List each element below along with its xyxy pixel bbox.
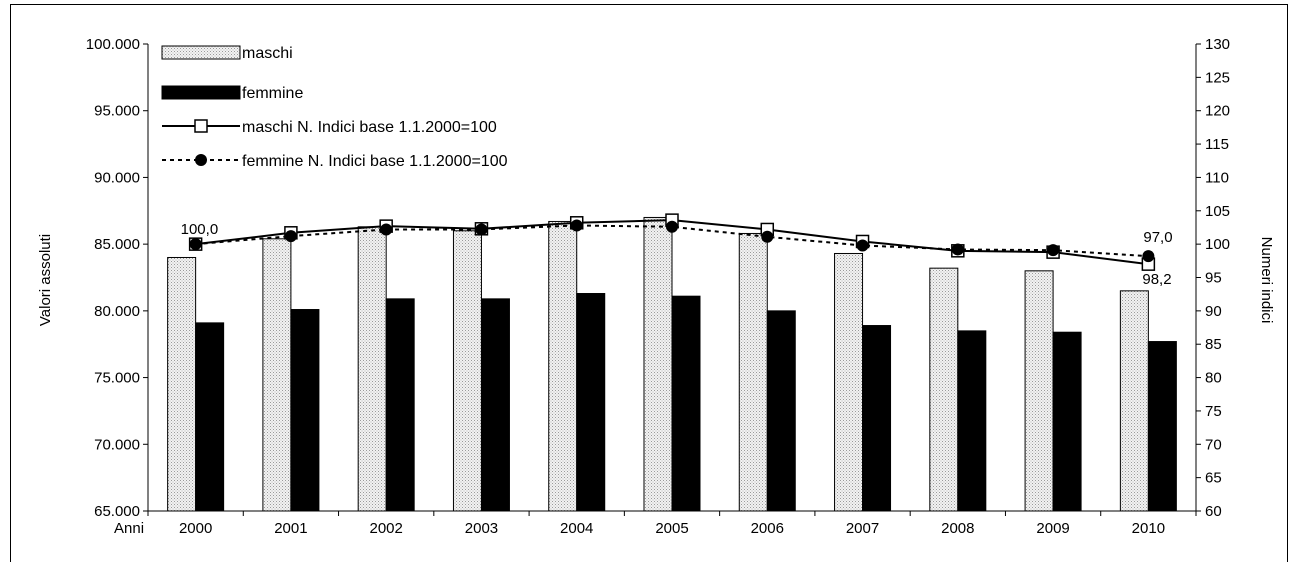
bar-maschi: [834, 252, 864, 512]
bar-femmine: [290, 309, 320, 512]
bar-maschi: [738, 232, 768, 512]
right-tick-label: 110: [1205, 169, 1229, 186]
point-femmine-indici: [856, 239, 869, 252]
bar-maschi: [167, 256, 197, 512]
right-tick-label: 100: [1205, 236, 1230, 253]
legend-swatch-femmine: [161, 85, 241, 100]
right-tick-label: 60: [1205, 503, 1222, 520]
y-axis-left-title: Valori assoluti: [37, 234, 54, 326]
point-femmine-indici: [189, 238, 202, 251]
right-tick-label: 80: [1205, 370, 1222, 387]
bar-maschi: [548, 220, 578, 512]
left-tick-label: 90.000: [94, 169, 140, 186]
chart-frame: [10, 4, 1288, 562]
bar-femmine: [862, 325, 892, 512]
bar-maschi: [262, 238, 292, 512]
legend-label-maschi: maschi: [242, 45, 293, 62]
bar-maschi: [929, 267, 959, 512]
x-tick-label: 2000: [179, 520, 212, 537]
point-femmine-indici: [1142, 250, 1155, 263]
left-tick-label: 80.000: [94, 303, 140, 320]
left-tick-label: 70.000: [94, 436, 140, 453]
bar-femmine: [1147, 341, 1177, 512]
point-femmine-indici: [1047, 244, 1060, 257]
right-tick-label: 65: [1205, 470, 1222, 487]
x-tick-label: 2005: [655, 520, 688, 537]
x-tick-label: 2006: [751, 520, 784, 537]
x-tick-label: 2007: [846, 520, 879, 537]
right-tick-label: 115: [1205, 136, 1229, 153]
right-tick-label: 90: [1205, 303, 1222, 320]
right-tick-label: 70: [1205, 436, 1222, 453]
bar-femmine: [671, 295, 701, 512]
legend-marker-femmine: [195, 154, 207, 166]
point-femmine-indici: [761, 230, 774, 243]
right-tick-label: 125: [1205, 69, 1230, 86]
x-tick-label: 2002: [369, 520, 402, 537]
left-tick-label: 95.000: [94, 103, 140, 120]
y-axis-right-title: Numeri indici: [1258, 237, 1275, 324]
right-tick-label: 105: [1205, 203, 1230, 220]
data-label-start: 100,0: [181, 221, 219, 238]
point-femmine-indici: [666, 220, 678, 233]
right-tick-label: 120: [1205, 103, 1230, 120]
data-label-maschi-end: 97,0: [1143, 229, 1172, 246]
bar-maschi: [357, 226, 387, 512]
bar-femmine: [766, 310, 796, 512]
left-tick-label: 85.000: [94, 236, 140, 253]
legend-label-femmine-indici: femmine N. Indici base 1.1.2000=100: [242, 153, 508, 170]
point-femmine-indici: [570, 219, 583, 232]
right-tick-label: 130: [1205, 36, 1230, 53]
bar-femmine: [385, 298, 415, 512]
line-femmine-indici: [195, 224, 1149, 258]
bar-maschi: [1024, 270, 1054, 512]
bar-femmine: [1052, 331, 1082, 512]
x-tick-label: 2009: [1036, 520, 1069, 537]
bar-maschi: [643, 216, 673, 512]
right-tick-label: 75: [1205, 403, 1222, 420]
right-tick-label: 85: [1205, 336, 1222, 353]
point-femmine-indici: [475, 223, 488, 236]
point-femmine-indici: [380, 223, 393, 236]
bar-maschi: [1119, 290, 1149, 512]
x-tick-label: 2010: [1132, 520, 1165, 537]
left-tick-label: 75.000: [94, 370, 140, 387]
bar-femmine: [957, 330, 987, 512]
x-tick-label: 2004: [560, 520, 593, 537]
point-femmine-indici: [284, 230, 297, 243]
bar-femmine: [480, 298, 510, 512]
bar-maschi: [452, 230, 482, 512]
bar-femmine: [195, 322, 225, 512]
left-tick-label: 65.000: [94, 503, 140, 520]
right-tick-label: 95: [1205, 270, 1222, 287]
left-tick-label: 100.000: [86, 36, 140, 53]
legend-marker-maschi: [194, 119, 208, 133]
x-tick-label: 2001: [274, 520, 307, 537]
legend-label-femmine: femmine: [242, 85, 303, 102]
x-tick-label: 2008: [941, 520, 974, 537]
point-femmine-indici: [951, 243, 964, 256]
data-label-femmine-end: 98,2: [1142, 271, 1171, 288]
legend-label-maschi-indici: maschi N. Indici base 1.1.2000=100: [242, 119, 497, 136]
x-tick-label: 2003: [465, 520, 498, 537]
x-axis-title: Anni: [114, 520, 144, 537]
bar-femmine: [576, 293, 606, 512]
legend-swatch-maschi: [161, 45, 241, 60]
